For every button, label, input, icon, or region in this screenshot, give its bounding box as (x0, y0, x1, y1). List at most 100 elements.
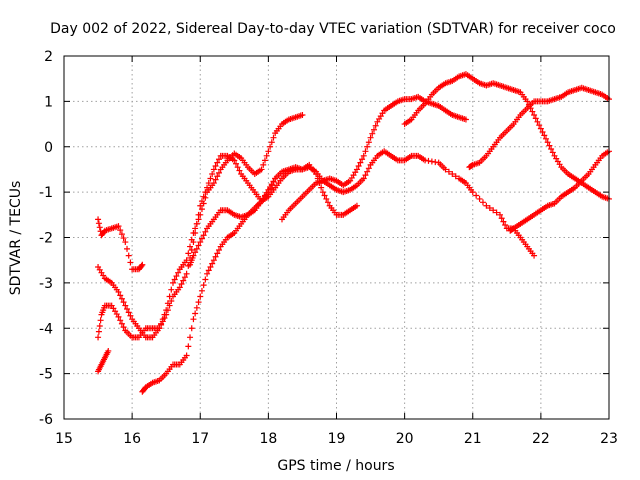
data-point (118, 231, 125, 238)
data-point (215, 169, 222, 176)
data-point (268, 139, 275, 146)
data-point (318, 184, 325, 191)
data-point (188, 246, 195, 253)
data-point (163, 307, 170, 314)
data-point (258, 166, 265, 173)
data-point (200, 282, 207, 289)
data-point (209, 260, 216, 267)
data-point (193, 304, 200, 311)
series-7 (279, 93, 469, 223)
x-tick-label: 22 (532, 431, 550, 447)
data-point (176, 284, 183, 291)
data-point (212, 163, 219, 170)
data-point (360, 152, 367, 159)
data-point (270, 134, 277, 141)
data-point (207, 263, 214, 270)
data-point (120, 299, 127, 306)
data-point (497, 211, 503, 218)
x-tick-label: 23 (600, 431, 618, 447)
data-point (185, 343, 192, 350)
data-point (372, 122, 379, 129)
data-point (164, 300, 171, 307)
y-tick-label: 2 (44, 49, 53, 65)
data-point (117, 317, 124, 324)
data-point (263, 152, 270, 159)
data-point (207, 175, 214, 182)
data-point (473, 192, 480, 199)
y-tick-label: 1 (44, 94, 53, 110)
data-point (313, 170, 320, 177)
data-point (173, 273, 180, 280)
data-point (124, 305, 131, 312)
data-point (490, 207, 497, 214)
data-point (500, 218, 507, 225)
data-point (355, 163, 362, 170)
data-point (200, 232, 207, 239)
data-point (445, 168, 452, 175)
data-point (359, 156, 366, 163)
data-point (215, 156, 222, 163)
data-point (202, 276, 209, 283)
data-point (202, 194, 209, 201)
data-point (96, 224, 103, 231)
data-point (198, 235, 205, 242)
data-point (197, 211, 204, 218)
data-point (236, 167, 243, 174)
data-point (498, 215, 505, 222)
data-point (181, 274, 188, 281)
data-point (166, 293, 173, 300)
data-point (183, 270, 190, 277)
y-tick-label: -3 (39, 276, 53, 292)
data-point (353, 202, 360, 209)
series-2 (95, 347, 112, 375)
data-point (369, 130, 376, 137)
data-point (548, 146, 555, 153)
series-1 (95, 216, 146, 273)
y-tick-label: -6 (39, 412, 53, 428)
data-point (233, 160, 240, 167)
data-point (215, 246, 222, 253)
data-point (210, 166, 217, 173)
data-point (272, 175, 279, 182)
data-point (195, 216, 202, 223)
data-point (205, 267, 212, 274)
series-5 (139, 161, 360, 395)
data-point (360, 175, 367, 182)
data-point (187, 334, 194, 341)
data-point (367, 134, 374, 141)
data-point (529, 108, 536, 115)
data-point (323, 195, 330, 202)
data-point (192, 249, 199, 256)
data-point (193, 220, 200, 227)
data-point (324, 199, 331, 206)
data-point (483, 202, 490, 209)
data-point (198, 206, 205, 213)
data-point (185, 250, 192, 257)
data-point (261, 157, 268, 164)
data-series (95, 71, 612, 395)
data-point (365, 165, 372, 172)
data-point (214, 159, 221, 166)
data-point (267, 143, 274, 150)
data-point (365, 139, 372, 146)
data-point (364, 168, 371, 175)
y-axis-ticks: -6 -5 -4 -3 -2 -1 0 1 2 (39, 49, 609, 428)
data-point (267, 185, 274, 192)
x-tick-label: 20 (396, 431, 414, 447)
data-point (299, 111, 306, 118)
data-point (122, 239, 129, 246)
data-point (493, 209, 500, 216)
data-point (188, 325, 195, 332)
data-point (97, 317, 104, 324)
data-point (231, 157, 238, 164)
data-point (117, 227, 124, 234)
data-point (127, 312, 134, 319)
data-point (205, 180, 212, 187)
y-axis-label: SDTVAR / TECUs (8, 181, 24, 296)
data-point (539, 129, 546, 136)
x-tick-label: 19 (328, 431, 346, 447)
data-point (319, 189, 326, 196)
data-point (544, 139, 551, 146)
data-point (549, 149, 556, 156)
data-point (193, 245, 200, 252)
